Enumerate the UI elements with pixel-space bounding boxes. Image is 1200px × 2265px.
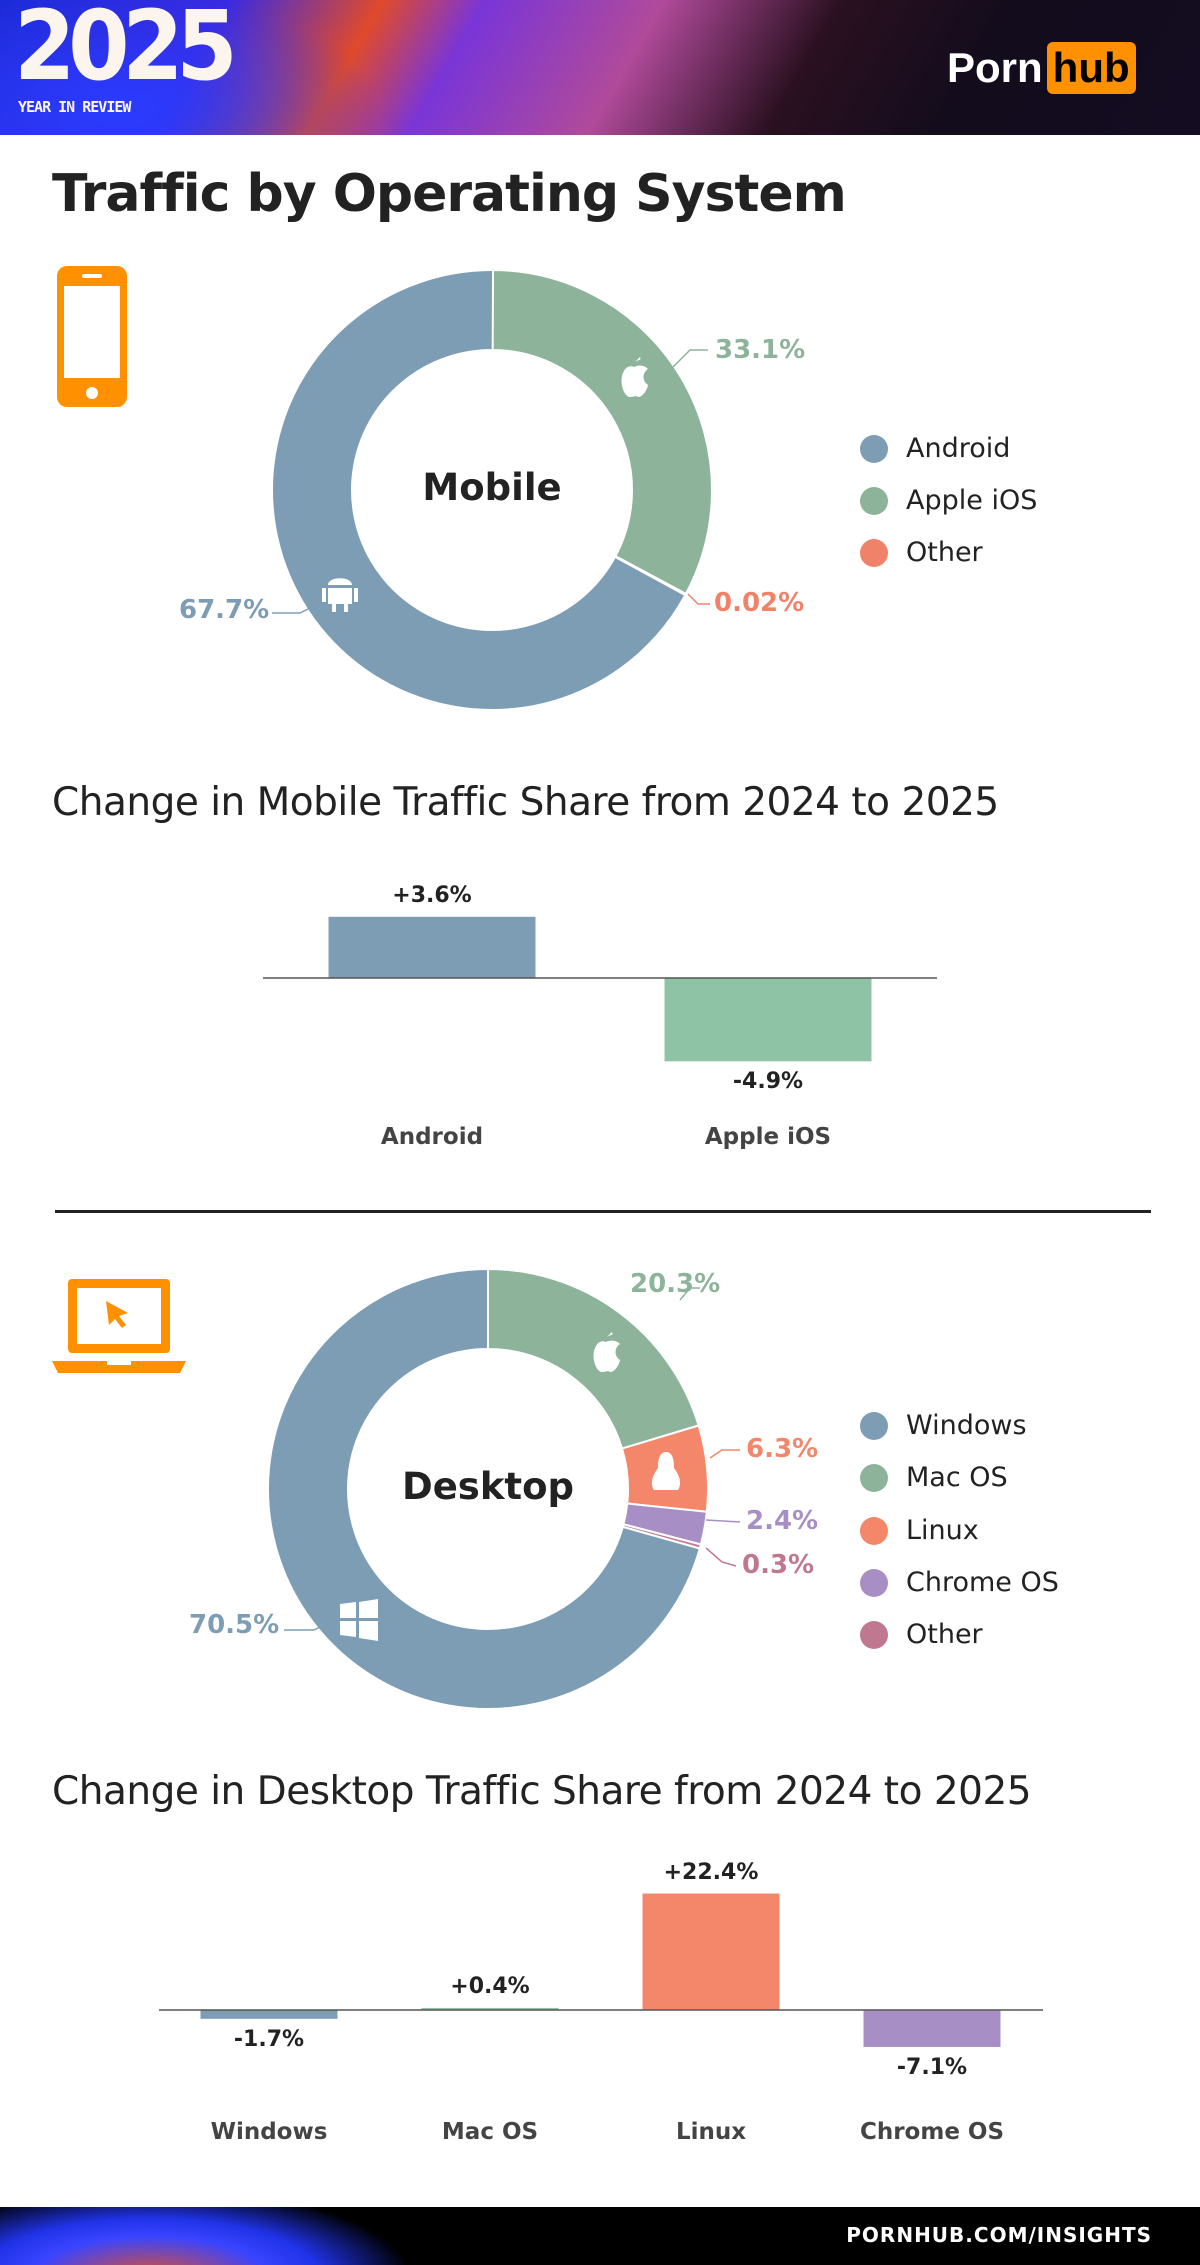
slice-label-windows: 70.5% <box>189 1610 280 1640</box>
bar-value-label-chrome-os: -7.1% <box>896 2054 968 2080</box>
legend-item-linux: Linux <box>860 1515 979 1546</box>
slice-label-android: 67.7% <box>179 595 270 625</box>
leader-line <box>284 1625 323 1631</box>
legend-dot <box>860 538 888 567</box>
legend-label: Chrome OS <box>906 1567 1059 1598</box>
legend-label: Apple iOS <box>906 485 1038 516</box>
leader-line <box>272 607 311 614</box>
insights-link[interactable]: PORNHUB.COM/INSIGHTS <box>846 2223 1152 2247</box>
bar-value-label-windows: -1.7% <box>233 2026 305 2052</box>
legend-label: Other <box>906 537 983 568</box>
slice-label-ios: 33.1% <box>715 335 806 365</box>
desktop-center-label: Desktop <box>401 1465 575 1508</box>
android-icon <box>322 578 358 612</box>
desktop-change-bar-chart <box>159 1893 1043 2047</box>
category-label-apple-ios: Apple iOS <box>704 1124 832 1150</box>
category-label-android: Android <box>380 1124 484 1150</box>
year-title: 2025 <box>14 0 238 102</box>
bar-windows <box>200 2010 338 2019</box>
category-label-mac-os: Mac OS <box>441 2119 539 2145</box>
bar-chrome-os <box>863 2010 1001 2047</box>
legend-label: Other <box>906 1619 983 1650</box>
page-title: Traffic by Operating System <box>52 164 847 224</box>
leader-line <box>705 1547 737 1567</box>
legend-item-android: Android <box>860 433 1010 464</box>
bar-value-label-mac-os: +0.4% <box>450 1973 530 1999</box>
legend-item-chromeos: Chrome OS <box>860 1567 1059 1598</box>
legend-dot <box>860 1516 888 1545</box>
legend-label: Linux <box>906 1515 979 1546</box>
bar-mac-os <box>421 2007 559 2010</box>
leader-line <box>671 349 708 369</box>
donut-slice-android <box>271 268 687 711</box>
slice-label-linux: 6.3% <box>746 1434 819 1464</box>
slice-label-desktop-other: 0.3% <box>742 1550 815 1580</box>
legend-dot <box>860 1620 888 1649</box>
bar-linux <box>642 1893 780 2010</box>
leader-line <box>709 1449 740 1459</box>
phone-icon <box>57 266 127 407</box>
slice-label-mobile-other: 0.02% <box>714 588 805 618</box>
bar-value-label-android: +3.6% <box>392 882 472 908</box>
legend-label: Windows <box>906 1410 1027 1441</box>
legend-label: Android <box>906 433 1011 464</box>
legend-dot <box>860 1568 888 1597</box>
bar-apple-ios <box>664 978 872 1062</box>
legend-dot <box>860 486 888 515</box>
mobile-change-heading: Change in Mobile Traffic Share from 2024… <box>52 780 999 825</box>
bar-value-label-apple-ios: -4.9% <box>732 1069 804 1095</box>
slice-label-macos: 20.3% <box>630 1269 721 1299</box>
legend-dot <box>860 434 888 463</box>
legend-item-ios: Apple iOS <box>860 485 1037 516</box>
footer-gradient <box>0 2207 420 2265</box>
section-divider <box>55 1210 1151 1213</box>
legend-item-windows: Windows <box>860 1410 1027 1441</box>
legend-item-macos: Mac OS <box>860 1462 1008 1493</box>
mobile-center-label: Mobile <box>422 466 562 509</box>
windows-icon <box>340 1599 378 1641</box>
category-label-chrome-os: Chrome OS <box>859 2119 1005 2145</box>
year-in-review-label: YEAR IN REVIEW <box>18 98 131 116</box>
leader-line <box>687 593 710 605</box>
legend-dot <box>860 1411 888 1440</box>
legend-label: Mac OS <box>906 1462 1008 1493</box>
legend-item-other: Other <box>860 1619 983 1650</box>
footer: PORNHUB.COM/INSIGHTS <box>0 2207 1200 2265</box>
desktop-change-heading: Change in Desktop Traffic Share from 202… <box>52 1769 1032 1814</box>
logo-text-left: Porn <box>947 44 1043 91</box>
leader-line <box>679 1287 700 1301</box>
mobile-donut-chart <box>271 268 713 711</box>
donut-slice-windows <box>267 1267 702 1710</box>
laptop-icon <box>52 1279 186 1373</box>
header-banner: 2025 YEAR IN REVIEW Porn hub <box>0 0 1200 135</box>
legend-dot <box>860 1463 888 1492</box>
slice-label-chromeos: 2.4% <box>746 1506 819 1536</box>
linux-icon <box>651 1452 681 1490</box>
apple-icon <box>621 357 648 397</box>
bar-value-label-linux: +22.4% <box>663 1859 759 1885</box>
pornhub-logo[interactable]: Porn hub <box>947 40 1136 96</box>
mobile-change-bar-chart <box>263 916 937 1062</box>
donut-slice-apple-ios <box>491 268 713 596</box>
category-label-linux: Linux <box>675 2119 747 2145</box>
apple-icon <box>593 1332 620 1372</box>
logo-text-right: hub <box>1046 42 1136 94</box>
category-label-windows: Windows <box>210 2119 328 2145</box>
bar-android <box>328 916 536 978</box>
desktop-donut-chart <box>267 1267 741 1710</box>
leader-line <box>705 1519 741 1523</box>
legend-item-other: Other <box>860 537 983 568</box>
